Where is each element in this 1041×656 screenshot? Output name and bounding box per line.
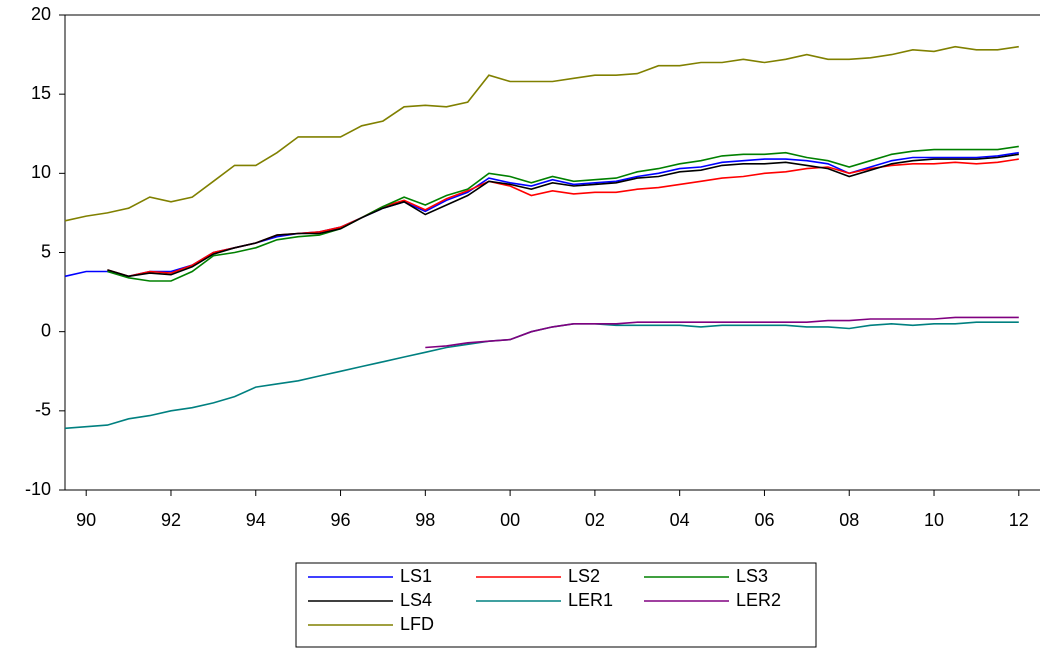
y-tick-label: 15 (31, 83, 51, 103)
y-tick-label: -10 (25, 479, 51, 499)
y-tick-label: 0 (41, 320, 51, 340)
x-tick-label: 96 (331, 510, 351, 530)
x-tick-label: 94 (246, 510, 266, 530)
legend-label: LER2 (736, 590, 781, 610)
x-tick-label: 12 (1009, 510, 1029, 530)
series-line (107, 158, 1019, 278)
x-tick-label: 08 (839, 510, 859, 530)
y-tick-label: -5 (35, 400, 51, 420)
x-tick-label: 06 (754, 510, 774, 530)
x-tick-label: 90 (76, 510, 96, 530)
x-tick-label: 04 (670, 510, 690, 530)
y-tick-label: 20 (31, 4, 51, 24)
y-tick-label: 10 (31, 162, 51, 182)
legend-label: LFD (400, 614, 434, 634)
legend-label: LS2 (568, 566, 600, 586)
series-line (64, 45, 1019, 222)
legend-label: LS4 (400, 590, 432, 610)
x-tick-label: 92 (161, 510, 181, 530)
series-line (64, 321, 1019, 430)
series-line (425, 316, 1019, 349)
series-line (107, 145, 1019, 282)
legend-label: LS3 (736, 566, 768, 586)
legend-label: LER1 (568, 590, 613, 610)
x-tick-label: 00 (500, 510, 520, 530)
legend-label: LS1 (400, 566, 432, 586)
x-tick-label: 98 (415, 510, 435, 530)
series-line (107, 153, 1019, 278)
x-tick-label: 10 (924, 510, 944, 530)
y-tick-label: 5 (41, 241, 51, 261)
x-tick-label: 02 (585, 510, 605, 530)
